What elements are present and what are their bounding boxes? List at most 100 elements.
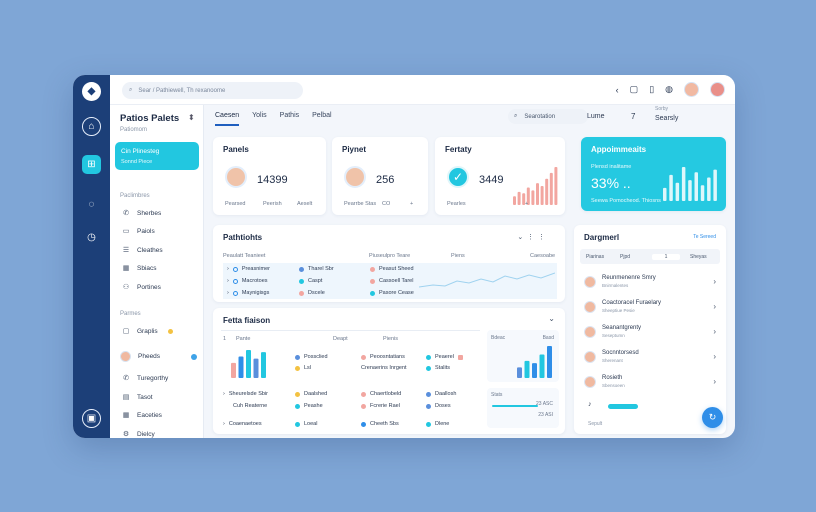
clock-icon[interactable]: ◷ bbox=[87, 232, 96, 243]
chevron-down-icon[interactable]: ⬍ bbox=[188, 113, 195, 122]
kpi-card-piynet[interactable]: Piynet 256 Pearrbe Stas CO + bbox=[332, 137, 428, 215]
avatar[interactable] bbox=[710, 82, 725, 97]
col-header: Caesoabe bbox=[530, 253, 556, 259]
sidebar-item-9[interactable]: ▤ Tasot bbox=[122, 393, 153, 402]
avatar bbox=[584, 375, 596, 388]
promo-card[interactable]: Cin Plinesteg Sonnd Piece bbox=[115, 142, 199, 170]
floating-action-button[interactable]: ↻ bbox=[702, 407, 723, 428]
table-cell[interactable]: Cuh Reaterne bbox=[233, 403, 268, 409]
table-cell[interactable]: Stalits bbox=[426, 365, 450, 371]
col-header: Piuseulpro Teare bbox=[369, 253, 411, 259]
patients-card: Pathtiohts ⌄ ⋮ ⋮ Peaulatt Teanieet Piuse… bbox=[213, 225, 565, 302]
list-item[interactable]: Reunmenenre Smry Bnirmalentes › bbox=[584, 273, 716, 290]
sidebar-item-1[interactable]: ✆ Sherbes bbox=[123, 209, 162, 218]
table-cell[interactable]: Daalshed bbox=[295, 391, 327, 397]
table-cell[interactable]: Loeal bbox=[295, 421, 317, 427]
table-cell[interactable]: Peoosntatians bbox=[361, 354, 405, 360]
table-cell[interactable]: › Sheurelsde Sbir bbox=[223, 391, 268, 397]
table-cell[interactable]: Crenaerins Inrgent bbox=[361, 365, 407, 371]
audio-icon[interactable]: ♪ bbox=[588, 401, 592, 408]
table-cell[interactable]: Caspt bbox=[299, 278, 322, 284]
sidebar: Patios Palets ⬍ Patiomom Cin Plinesteg S… bbox=[110, 75, 204, 438]
promo-title: Cin Plinesteg bbox=[121, 148, 160, 155]
kpi-foot: Seewa Pomocheod. Thiosns bbox=[591, 198, 661, 204]
sidebar-item-10[interactable]: ▦ Eaceties bbox=[122, 411, 162, 420]
tab-pathis[interactable]: Pathis bbox=[279, 112, 300, 119]
bar bbox=[231, 362, 236, 378]
table-cell[interactable]: Dscele bbox=[299, 290, 325, 296]
fertaty-bars bbox=[513, 167, 558, 205]
kpi-card-panels[interactable]: Panels 14399 Pearsed Peerish Aeselt bbox=[213, 137, 326, 215]
sidebar-item-4[interactable]: ▦ Sbiacs bbox=[122, 264, 157, 273]
sidebar-item-11[interactable]: ⚙ Dielcy bbox=[122, 430, 155, 439]
sidebar-item-5[interactable]: ⚇ Portines bbox=[122, 283, 161, 292]
card-actions[interactable]: ⌄ ⋮ ⋮ bbox=[517, 234, 545, 241]
table-cell[interactable]: Daallosh bbox=[426, 391, 456, 397]
progress-bar bbox=[492, 405, 538, 407]
appointments-bars bbox=[663, 167, 717, 201]
dashboard-icon[interactable]: ⊞ bbox=[82, 155, 101, 174]
table-cell[interactable]: Cheeth Sbs bbox=[361, 421, 399, 427]
table-cell[interactable]: › Maynigisgs bbox=[227, 290, 270, 296]
tab-yolis[interactable]: Yolis bbox=[252, 112, 267, 119]
tab-bar: Caesen Yolis Pathis Pelbal bbox=[215, 112, 332, 126]
search-input[interactable]: ⌕ Sear / Pathiewell, Th rexanoome bbox=[122, 82, 303, 99]
list-item[interactable]: Seanantgrenty Seseptumn › bbox=[584, 323, 716, 340]
panel-action-link[interactable]: Te Sereed bbox=[693, 234, 716, 240]
sidebar-item-8[interactable]: ✆ Turegorthy bbox=[123, 374, 169, 383]
back-icon[interactable]: ‹ bbox=[615, 84, 619, 95]
table-cell[interactable]: › Preasnimer bbox=[227, 266, 270, 272]
bar bbox=[713, 169, 717, 201]
home-icon[interactable]: ⌂ bbox=[82, 117, 101, 136]
list-item[interactable]: Coactoracel Furaelary Sheeptiue Pesie › bbox=[584, 298, 716, 315]
clipboard-icon[interactable]: ▯ bbox=[649, 84, 655, 94]
settings-icon[interactable]: ◍ bbox=[665, 84, 673, 94]
tab-pelbal[interactable]: Pelbal bbox=[312, 112, 332, 119]
sort-select[interactable]: Sorby Searsly bbox=[655, 106, 679, 122]
bar bbox=[554, 167, 558, 205]
kpi-card-appointments[interactable]: Appoimmeaits Plensd inalitame 33% .. See… bbox=[581, 137, 726, 211]
filter-bar[interactable]: Piarinas Pjpd 1 Sheyas bbox=[580, 249, 720, 264]
logo-icon[interactable]: ◆ bbox=[82, 82, 101, 101]
mini-chart-bars bbox=[517, 346, 552, 378]
chat-icon[interactable]: ◌ bbox=[88, 199, 95, 210]
phone-icon: ✆ bbox=[123, 210, 129, 217]
kpi-card-fertaty[interactable]: Fertaty ✓ 3449 Pearles + bbox=[435, 137, 565, 215]
table-cell[interactable]: Possclied bbox=[295, 354, 328, 360]
table-cell[interactable]: Tharel Sbr bbox=[299, 266, 334, 272]
divider bbox=[221, 330, 480, 331]
table-cell[interactable]: Peasut Sheed bbox=[370, 266, 414, 272]
app-title: Patios Palets bbox=[120, 113, 180, 124]
table-cell[interactable]: Pasore Cease bbox=[370, 290, 414, 296]
bar bbox=[517, 191, 521, 205]
bar bbox=[238, 356, 244, 378]
table-cell[interactable]: Peaerel bbox=[426, 354, 463, 360]
sidebar-item-7[interactable]: Pheeds bbox=[120, 351, 198, 362]
secondary-search[interactable]: ⌕ Searotation bbox=[508, 109, 588, 124]
table-cell[interactable]: Peashe bbox=[295, 403, 323, 409]
list-item[interactable]: Socnntorsesd Sherenant › bbox=[584, 348, 716, 365]
table-cell[interactable]: Cassoell Tarel bbox=[370, 278, 413, 284]
table-cell[interactable]: Doses bbox=[426, 403, 451, 409]
tab-caesen[interactable]: Caesen bbox=[215, 112, 240, 126]
sidebar-item-3[interactable]: ☰ Cleathes bbox=[122, 246, 163, 255]
bar bbox=[513, 196, 516, 205]
table-cell[interactable]: Fcrerie Rael bbox=[361, 403, 400, 409]
chevron-down-icon[interactable]: ⌄ bbox=[548, 314, 555, 323]
table-cell[interactable]: › Coaenaetoes bbox=[223, 421, 262, 427]
avatar[interactable] bbox=[684, 82, 699, 97]
table-cell[interactable]: Dlene bbox=[426, 421, 449, 427]
table-cell[interactable]: Lsl bbox=[295, 365, 311, 371]
sidebar-item-2[interactable]: ▭ Paiols bbox=[122, 227, 155, 236]
list-item[interactable]: Rosieth Sbensoeen › bbox=[584, 373, 716, 390]
window-icon[interactable]: ▢ bbox=[629, 84, 639, 94]
bar bbox=[549, 172, 553, 205]
bar bbox=[663, 187, 667, 201]
calendar-icon[interactable]: ▣ bbox=[82, 409, 101, 428]
table-cell[interactable]: › Macrotoes bbox=[227, 278, 268, 284]
chevron-right-icon: › bbox=[713, 302, 716, 311]
bar bbox=[694, 172, 698, 201]
sidebar-item-6[interactable]: ▢ Graplis bbox=[122, 327, 173, 335]
avatar bbox=[584, 325, 596, 338]
table-cell[interactable]: Chaertlobeld bbox=[361, 391, 401, 397]
